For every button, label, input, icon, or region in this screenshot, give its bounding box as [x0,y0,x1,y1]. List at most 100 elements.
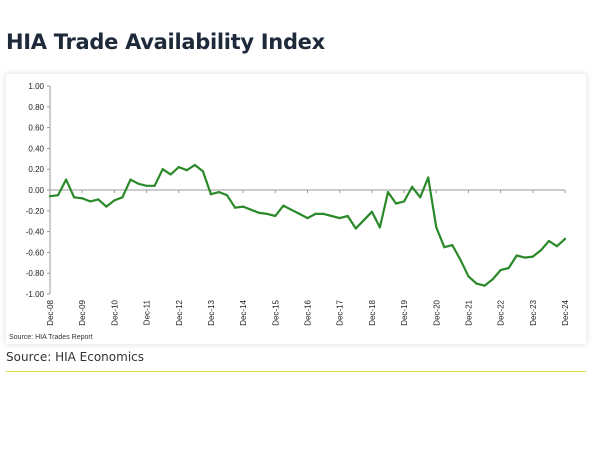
data-point [427,176,430,179]
data-point [169,173,172,176]
accent-divider [6,371,586,372]
data-point [225,194,229,197]
data-point [298,212,301,215]
data-point [555,245,559,248]
data-point [443,246,446,249]
y-axis: 1.00 0.80 0.60 0.40 0.20 0.00 -0.20 -0.40 -0.60 -… [26,82,51,299]
data-point [81,197,84,200]
data-point [539,249,543,252]
data-point [266,212,269,215]
data-point [547,239,551,243]
y-tick-label: -1.00 [26,290,45,299]
data-point [56,194,60,197]
data-point [209,193,212,196]
series-line [48,163,567,287]
x-tick-label: Dec-22 [497,299,506,325]
data-point [523,256,526,259]
x-tick-label: Dec-24 [561,299,570,325]
x-tick-label: Dec-13 [207,299,216,325]
x-tick-label: Dec-08 [46,299,55,325]
y-tick-label: 1.00 [28,82,44,91]
chart-source-note: Source: HIA Trades Report [9,334,93,341]
x-tick-label: Dec-16 [304,299,313,325]
page-title: HIA Trade Availability Index [6,30,325,54]
data-point [201,170,204,173]
data-point [354,227,357,230]
data-point [314,212,317,215]
x-tick-label: Dec-14 [239,299,248,325]
data-point [411,185,414,188]
x-tick-label: Dec-12 [175,299,184,325]
data-point [282,204,285,207]
data-point [242,205,245,208]
data-point [89,200,92,203]
data-point [499,269,502,272]
x-tick-label: Dec-20 [432,299,441,325]
data-point [48,195,52,198]
x-tick-label: Dec-17 [336,299,345,325]
data-point [378,226,381,229]
data-point [153,184,156,187]
data-point [177,166,180,169]
y-tick-label: -0.20 [26,207,45,216]
data-point [563,237,567,240]
chart-card: 1.00 0.80 0.60 0.40 0.20 0.00 -0.20 -0.40 -0.60 -… [6,74,586,344]
y-tick-label: 0.20 [28,165,44,174]
data-point [386,191,390,194]
data-point [258,211,261,214]
series-layer [48,163,567,287]
data-point [330,214,333,218]
y-tick-label: -0.80 [26,269,45,278]
data-point [475,282,478,285]
data-point [306,217,309,220]
data-point [290,208,293,211]
data-point [274,214,277,218]
x-tick-label: Dec-18 [368,299,377,325]
y-tick-label: -0.60 [26,248,45,257]
y-tick-label: 0.60 [28,124,44,133]
data-point [65,178,68,181]
data-point [145,184,148,187]
data-point [370,210,373,213]
data-point [234,206,237,209]
data-point [491,278,494,281]
x-tick-label: Dec-19 [400,299,409,325]
data-point [459,258,462,261]
data-point [217,191,221,194]
y-tick-label: -0.40 [26,228,45,237]
data-point [121,196,124,199]
data-point [338,217,341,220]
x-tick-label: Dec-21 [464,299,473,325]
x-tick-label: Dec-09 [78,299,87,325]
x-tick-label: Dec-23 [529,299,538,325]
data-point [403,200,406,203]
y-tick-label: 0.00 [28,186,44,195]
data-point [193,163,196,167]
data-point [515,254,518,257]
line-chart: 1.00 0.80 0.60 0.40 0.20 0.00 -0.20 -0.40 -0.60 -… [9,82,570,341]
data-point [394,202,398,205]
data-point [507,266,510,270]
x-tick-label: Dec-15 [271,299,280,325]
data-point [161,168,164,171]
data-point [97,198,100,201]
x-tick-label: Dec-11 [143,299,152,325]
y-tick-label: 0.40 [28,144,44,153]
data-point [129,178,132,181]
data-point [73,196,76,199]
data-point [322,212,325,215]
y-tick-label: 0.80 [28,103,44,112]
data-point [483,284,486,287]
data-point [113,199,116,202]
data-point [137,182,140,185]
data-point [419,196,422,199]
data-point [105,205,108,208]
data-point [250,208,253,211]
data-point [346,214,349,218]
source-caption: Source: HIA Economics [6,350,144,364]
data-point [451,244,454,247]
data-point [531,255,534,258]
data-point [467,275,470,278]
data-point [362,219,365,222]
data-point [185,169,188,172]
